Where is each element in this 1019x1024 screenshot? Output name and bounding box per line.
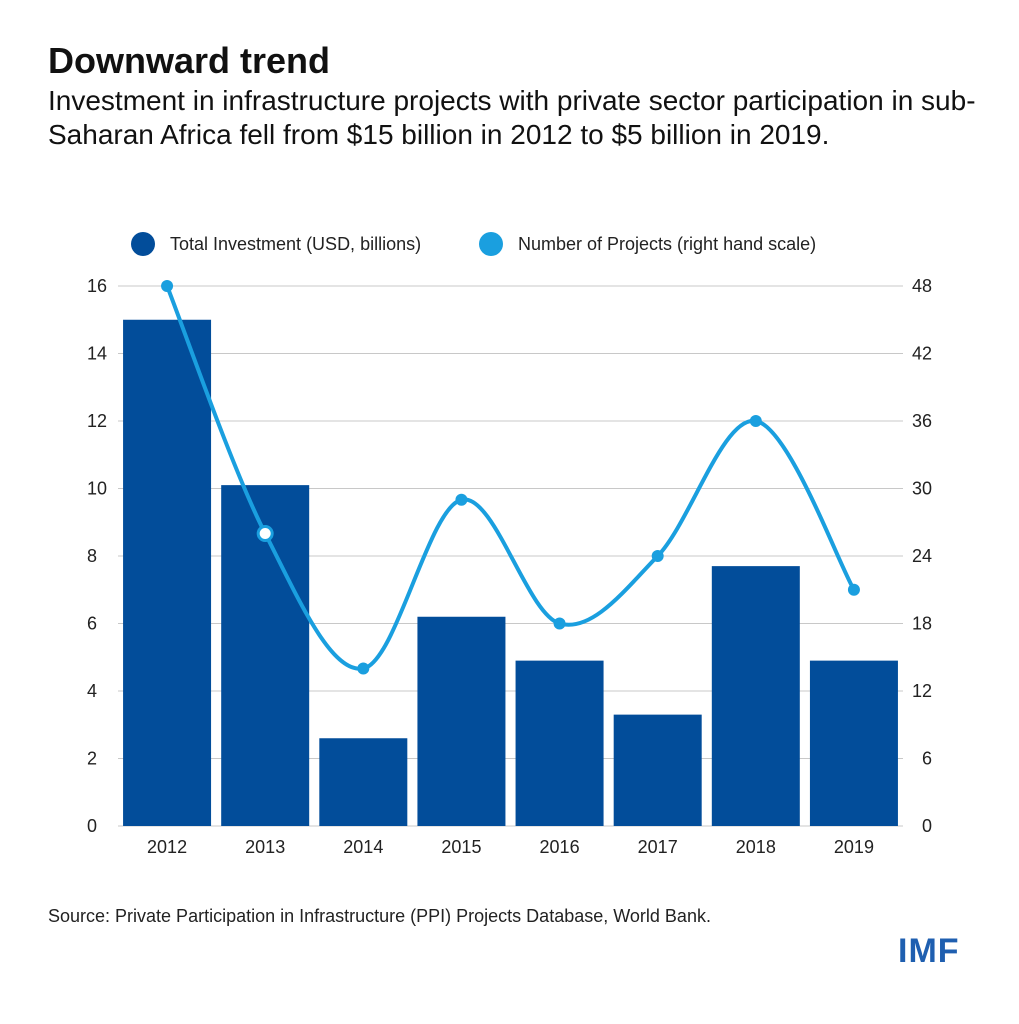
x-tick-label: 2015 bbox=[441, 837, 481, 857]
y-left-tick-label: 14 bbox=[87, 344, 107, 364]
y-left-tick-label: 0 bbox=[87, 816, 97, 836]
projects-point bbox=[455, 493, 468, 506]
y-left-tick-label: 4 bbox=[87, 681, 97, 701]
bar bbox=[123, 319, 212, 826]
y-right-tick-label: 6 bbox=[922, 749, 932, 769]
x-tick-label: 2013 bbox=[245, 837, 285, 857]
y-right-tick-label: 36 bbox=[912, 411, 932, 431]
imf-logo: IMF bbox=[898, 932, 960, 970]
line-series bbox=[161, 280, 860, 675]
bar-series bbox=[123, 319, 898, 826]
legend-label-investment: Total Investment (USD, billions) bbox=[170, 234, 421, 254]
legend-label-projects: Number of Projects (right hand scale) bbox=[518, 234, 816, 254]
y-left-tick-label: 10 bbox=[87, 479, 107, 499]
legend: Total Investment (USD, billions) Number … bbox=[131, 232, 816, 256]
projects-point bbox=[651, 550, 664, 562]
x-tick-label: 2014 bbox=[343, 837, 383, 857]
chart-title: Downward trend bbox=[48, 40, 331, 81]
x-tick-label: 2018 bbox=[736, 837, 776, 857]
source-note: Source: Private Participation in Infrast… bbox=[48, 906, 711, 926]
y-left-tick-label: 16 bbox=[87, 276, 107, 296]
x-tick-label: 2016 bbox=[540, 837, 580, 857]
projects-point bbox=[847, 583, 860, 596]
y-right-tick-label: 30 bbox=[912, 479, 932, 499]
x-tick-label: 2012 bbox=[147, 837, 187, 857]
legend-swatch-investment bbox=[131, 232, 155, 256]
y-right-tick-label: 42 bbox=[912, 344, 932, 364]
bar bbox=[515, 660, 604, 826]
y-left-tick-label: 2 bbox=[87, 749, 97, 769]
y-right-tick-label: 18 bbox=[912, 614, 932, 634]
projects-point bbox=[553, 617, 566, 630]
legend-swatch-projects bbox=[479, 232, 503, 256]
bar bbox=[613, 714, 702, 826]
y-right-tick-label: 12 bbox=[912, 681, 932, 701]
bar bbox=[711, 566, 800, 826]
projects-point bbox=[161, 280, 174, 292]
x-tick-label: 2019 bbox=[834, 837, 874, 857]
x-tick-label: 2017 bbox=[638, 837, 678, 857]
y-left-tick-label: 8 bbox=[87, 546, 97, 566]
projects-point bbox=[357, 662, 370, 675]
projects-point bbox=[256, 525, 274, 542]
projects-point bbox=[749, 415, 762, 427]
bar bbox=[319, 738, 408, 826]
chart-subtitle: Investment in infrastructure projects wi… bbox=[48, 85, 976, 150]
y-right-tick-label: 24 bbox=[912, 546, 932, 566]
bar bbox=[809, 660, 898, 826]
bar bbox=[417, 616, 506, 826]
y-left-tick-label: 12 bbox=[87, 411, 107, 431]
y-right-tick-label: 48 bbox=[912, 276, 932, 296]
y-right-tick-label: 0 bbox=[922, 816, 932, 836]
y-left-tick-label: 6 bbox=[87, 614, 97, 634]
